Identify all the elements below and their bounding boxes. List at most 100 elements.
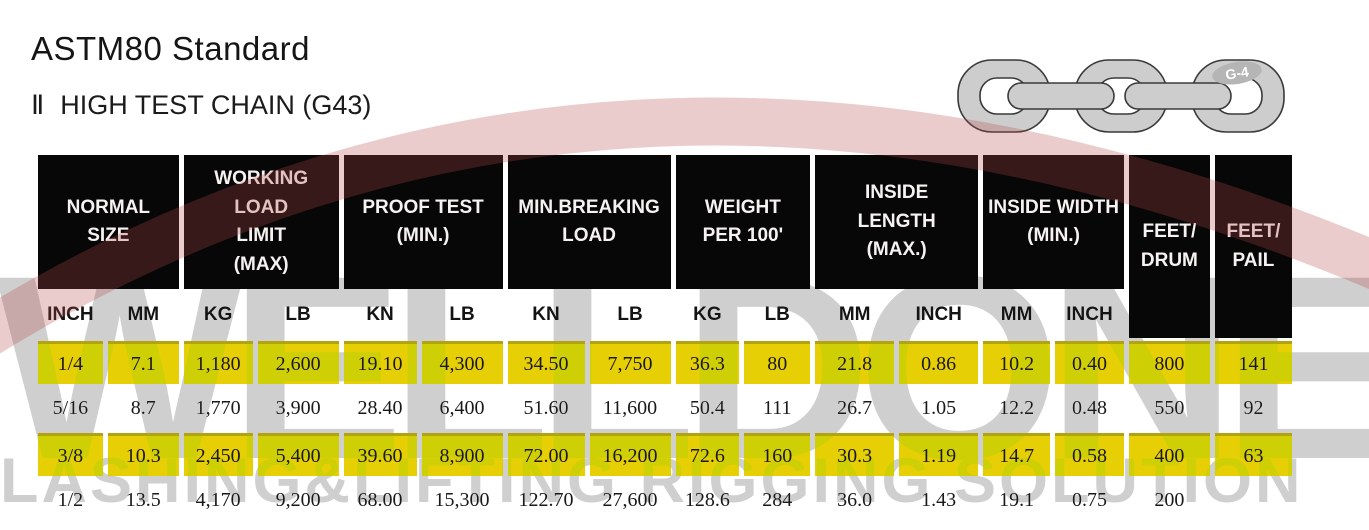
spec-cell: 8,900 xyxy=(421,433,503,476)
chain-illustration: G-4 xyxy=(957,59,1285,133)
col-group-proof-test: PROOF TEST (MIN.) xyxy=(343,155,503,289)
spec-row-5-16: 5/16 8.7 1,770 3,900 28.40 6,400 51.60 11,600 50… xyxy=(38,387,1292,430)
spec-cell: 2,600 xyxy=(257,341,339,384)
spec-cell: 14.7 xyxy=(983,433,1051,476)
section-heading: Ⅱ HIGH TEST CHAIN (G43) xyxy=(31,90,371,121)
spec-cell: 0.48 xyxy=(1071,397,1107,419)
spec-cell: 21.8 xyxy=(815,341,895,384)
spec-cell: 10.3 xyxy=(107,433,179,476)
spec-cell: 16,200 xyxy=(589,433,671,476)
spec-cell: 3/8 xyxy=(38,433,103,476)
unit-header: INCH xyxy=(1066,304,1113,325)
spec-cell: 34.50 xyxy=(507,341,585,384)
spec-cell: 92 xyxy=(1243,397,1264,419)
spec-cell: 200 xyxy=(1154,489,1185,511)
spec-cell: 15,300 xyxy=(434,489,490,511)
page-title: ASTM80 Standard xyxy=(31,30,310,67)
unit-header: KG xyxy=(203,304,233,325)
spec-cell: 72.00 xyxy=(507,433,585,476)
unit-header: KN xyxy=(366,304,394,325)
spec-cell: 0.40 xyxy=(1055,341,1124,384)
spec-cell: 36.3 xyxy=(675,341,740,384)
spec-cell: 1/2 xyxy=(57,489,84,511)
spec-cell: 111 xyxy=(762,397,792,419)
spec-cell: 51.60 xyxy=(523,397,569,419)
spec-cell: 13.5 xyxy=(125,489,161,511)
spec-cell: 6,400 xyxy=(439,397,485,419)
col-group-weight-per-100: WEIGHT PER 100' xyxy=(675,155,811,289)
spec-cell: 122.70 xyxy=(518,489,574,511)
spec-cell: 128.6 xyxy=(684,489,730,511)
spec-cell: 26.7 xyxy=(837,397,873,419)
spec-cell: 550 xyxy=(1154,397,1185,419)
spec-cell: 7.1 xyxy=(107,341,179,384)
section-numeral: Ⅱ xyxy=(31,90,45,120)
spec-cell: 160 xyxy=(744,433,811,476)
spec-cell: 1,180 xyxy=(183,341,253,384)
unit-header: MM xyxy=(1000,304,1033,325)
unit-header: INCH xyxy=(47,304,94,325)
col-group-feet-pail: FEET/ PAIL xyxy=(1214,155,1292,338)
spec-cell: 30.3 xyxy=(815,433,895,476)
header-group-row: NORMAL SIZE WORKING LOAD LIMIT (MAX) PRO… xyxy=(38,155,1292,338)
spec-cell: 800 xyxy=(1128,341,1210,384)
spec-cell: 7,750 xyxy=(589,341,671,384)
unit-header: KG xyxy=(693,304,722,325)
chain-connector xyxy=(1124,82,1232,110)
unit-header: MM xyxy=(838,304,871,325)
spec-cell: 5,400 xyxy=(257,433,339,476)
unit-header: LB xyxy=(285,304,311,325)
col-group-min-breaking: MIN.BREAKING LOAD xyxy=(507,155,671,289)
spec-cell: 39.60 xyxy=(343,433,417,476)
units-row: INCH MM KG LB KN LB KN LB KG LB MM INCH … xyxy=(38,292,1292,338)
spec-cell: 8.7 xyxy=(130,397,156,419)
spec-cell: 1,770 xyxy=(195,397,241,419)
spec-cell: 10.2 xyxy=(983,341,1051,384)
spec-cell: 63 xyxy=(1214,433,1292,476)
spec-row-1-2: 1/2 13.5 4,170 9,200 68.00 15,300 122.70 27,600… xyxy=(38,479,1292,522)
spec-row-3-8: 3/8 10.3 2,450 5,400 39.60 8,900 72.00 16,200 72… xyxy=(38,433,1292,476)
unit-header: KN xyxy=(532,304,560,325)
col-group-inside-width: INSIDE WIDTH (MIN.) xyxy=(983,155,1124,289)
spec-row-1-4: 1/4 7.1 1,180 2,600 19.10 4,300 34.50 7,750 36.3… xyxy=(38,341,1292,384)
spec-cell: 36.0 xyxy=(837,489,873,511)
spec-cell: 68.00 xyxy=(357,489,403,511)
spec-cell: 19.10 xyxy=(343,341,417,384)
spec-cell: 1.19 xyxy=(899,433,979,476)
spec-cell: 2,450 xyxy=(183,433,253,476)
unit-header: LB xyxy=(617,304,643,325)
spec-cell xyxy=(1215,479,1292,522)
spec-cell: 141 xyxy=(1214,341,1292,384)
spec-cell: 1.43 xyxy=(921,489,957,511)
spec-cell: 0.58 xyxy=(1055,433,1124,476)
spec-cell: 4,300 xyxy=(421,341,503,384)
col-group-normal-size: NORMAL SIZE xyxy=(38,155,179,289)
spec-cell: 400 xyxy=(1128,433,1210,476)
spec-cell: 28.40 xyxy=(357,397,403,419)
spec-cell: 284 xyxy=(762,489,793,511)
spec-cell: 5/16 xyxy=(52,397,89,419)
spec-cell: 1.05 xyxy=(921,397,957,419)
unit-header: MM xyxy=(127,304,160,325)
unit-header: LB xyxy=(449,304,475,325)
spec-table: NORMAL SIZE WORKING LOAD LIMIT (MAX) PRO… xyxy=(33,152,1297,525)
spec-cell: 3,900 xyxy=(275,397,321,419)
spec-cell: 12.2 xyxy=(999,397,1035,419)
spec-cell: 72.6 xyxy=(675,433,740,476)
spec-cell: 4,170 xyxy=(195,489,241,511)
spec-cell: 27,600 xyxy=(602,489,658,511)
section-title: HIGH TEST CHAIN (G43) xyxy=(60,90,372,120)
spec-cell: 50.4 xyxy=(689,397,725,419)
chain-grade-badge-label: G-4 xyxy=(1224,63,1250,82)
col-group-inside-length: INSIDE LENGTH (MAX.) xyxy=(815,155,979,289)
col-group-feet-drum: FEET/ DRUM xyxy=(1128,155,1210,338)
spec-cell: 0.75 xyxy=(1071,489,1107,511)
chain-grade-badge xyxy=(1212,61,1262,85)
col-group-working-load: WORKING LOAD LIMIT (MAX) xyxy=(183,155,339,289)
spec-cell: 19.1 xyxy=(999,489,1035,511)
spec-cell: 11,600 xyxy=(602,397,658,419)
spec-cell: 1/4 xyxy=(38,341,103,384)
spec-cell: 80 xyxy=(744,341,811,384)
spec-cell: 0.86 xyxy=(899,341,979,384)
